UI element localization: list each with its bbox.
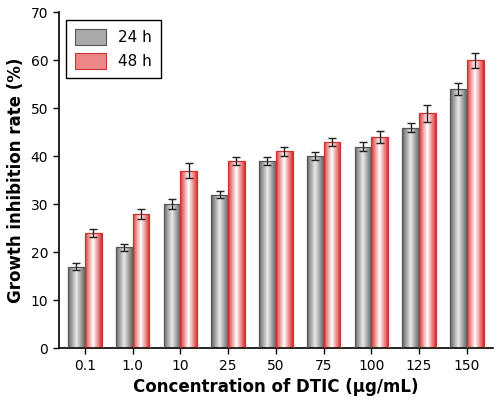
Legend: 24 h, 48 h: 24 h, 48 h [66, 20, 161, 78]
Bar [228, 161, 245, 348]
Bar [68, 266, 85, 348]
X-axis label: Concentration of DTIC (μg/mL): Concentration of DTIC (μg/mL) [133, 378, 418, 396]
Bar [307, 156, 324, 348]
Bar [354, 147, 372, 348]
Bar [164, 204, 180, 348]
Bar [180, 171, 197, 348]
Bar [132, 214, 150, 348]
Bar [212, 195, 228, 348]
Y-axis label: Growth inhibition rate (%): Growth inhibition rate (%) [7, 58, 25, 303]
Bar [116, 247, 132, 348]
Bar [467, 60, 483, 348]
Bar [85, 233, 102, 348]
Bar [276, 152, 292, 348]
Bar [419, 113, 436, 348]
Bar [402, 127, 419, 348]
Bar [450, 89, 467, 348]
Bar [259, 161, 276, 348]
Bar [324, 142, 340, 348]
Bar [372, 137, 388, 348]
